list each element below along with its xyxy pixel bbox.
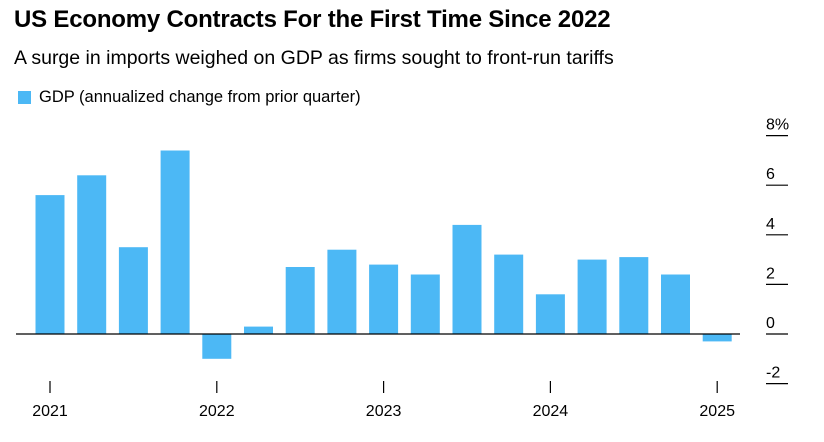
bar-2021-q2 bbox=[77, 175, 107, 334]
legend: GDP (annualized change from prior quarte… bbox=[18, 88, 361, 107]
y-tick-label: -2 bbox=[766, 365, 780, 382]
bar-2023-q2 bbox=[410, 274, 440, 334]
chart-title: US Economy Contracts For the First Time … bbox=[14, 6, 611, 33]
y-tick-label: 2 bbox=[766, 265, 775, 282]
bar-2022-q2 bbox=[244, 326, 273, 334]
bar-2021-q3 bbox=[118, 247, 148, 334]
bar-2022-q1 bbox=[202, 334, 232, 359]
bar-2024-q3 bbox=[619, 257, 649, 334]
x-tick-label: 2022 bbox=[199, 403, 235, 420]
legend-label: GDP (annualized change from prior quarte… bbox=[39, 88, 361, 106]
bar-2024-q2 bbox=[577, 259, 607, 334]
y-tick-label: 8% bbox=[766, 117, 789, 134]
chart-subtitle: A surge in imports weighed on GDP as fir… bbox=[14, 47, 614, 69]
bar-2023-q1 bbox=[369, 264, 399, 334]
bar-2021-q4 bbox=[160, 150, 190, 334]
x-tick-label: 2025 bbox=[699, 403, 735, 420]
x-tick-label: 2024 bbox=[533, 403, 569, 420]
bar-2025-q1 bbox=[702, 334, 732, 342]
bar-2024-q4 bbox=[661, 274, 690, 334]
x-tick-label: 2023 bbox=[366, 403, 402, 420]
bar-2023-q3 bbox=[452, 224, 482, 334]
legend-swatch bbox=[18, 91, 31, 104]
bar-2022-q4 bbox=[327, 249, 357, 334]
bar-2023-q4 bbox=[494, 254, 524, 334]
y-tick-label: 6 bbox=[766, 166, 775, 183]
y-tick-label: 0 bbox=[766, 315, 775, 332]
y-tick-label: 4 bbox=[766, 216, 775, 233]
bar-2022-q3 bbox=[285, 267, 315, 334]
bar-2024-q1 bbox=[535, 294, 565, 334]
x-tick-label: 2021 bbox=[32, 403, 68, 420]
bar-2021-q1 bbox=[35, 195, 65, 334]
